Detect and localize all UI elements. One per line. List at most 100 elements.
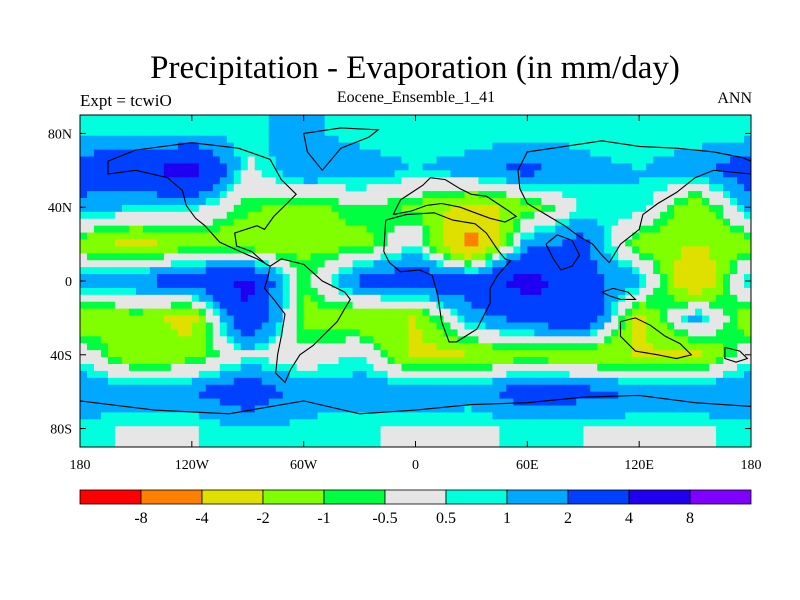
contour-cell	[681, 184, 689, 192]
contour-cell	[401, 322, 410, 331]
contour-cell	[233, 218, 242, 227]
colorbar-box	[506, 489, 569, 505]
contour-cell	[142, 232, 151, 241]
contour-cell	[716, 281, 724, 289]
contour-cell	[163, 232, 172, 241]
contour-cell	[324, 177, 333, 185]
contour-cell	[569, 336, 577, 344]
contour-cell	[534, 315, 542, 324]
contour-cell	[247, 274, 256, 282]
contour-cell	[275, 177, 284, 185]
contour-cell	[177, 121, 186, 130]
contour-cell	[506, 419, 514, 427]
contour-cell	[422, 156, 431, 165]
contour-cell	[744, 357, 751, 365]
contour-cell	[331, 329, 340, 337]
contour-cell	[457, 149, 466, 158]
contour-cell	[191, 218, 200, 227]
contour-cell	[142, 211, 151, 220]
contour-cell	[100, 163, 109, 171]
contour-cell	[86, 412, 95, 420]
contour-cell	[457, 204, 466, 213]
contour-cell	[450, 239, 459, 248]
contour-cell	[191, 343, 200, 351]
contour-cell	[205, 377, 214, 386]
contour-cell	[492, 308, 500, 317]
contour-cell	[492, 433, 500, 441]
contour-cell	[485, 128, 493, 137]
contour-cell	[548, 142, 556, 151]
contour-cell	[296, 177, 305, 185]
contour-cell	[555, 156, 563, 165]
contour-cell	[198, 398, 207, 407]
contour-cell	[597, 198, 605, 206]
contour-cell	[100, 384, 109, 393]
contour-cell	[394, 433, 403, 441]
contour-cell	[492, 121, 500, 130]
contour-cell	[408, 405, 417, 414]
contour-cell	[289, 239, 298, 248]
contour-cell	[80, 170, 88, 178]
contour-cell	[674, 191, 682, 199]
contour-cell	[555, 232, 563, 241]
contour-cell	[499, 405, 507, 414]
contour-cell	[212, 232, 221, 241]
contour-cell	[324, 350, 333, 358]
contour-cell	[737, 142, 745, 151]
contour-cell	[408, 357, 417, 365]
contour-cell	[506, 156, 514, 165]
contour-cell	[401, 301, 410, 310]
contour-cell	[156, 128, 165, 137]
colorbar-label: 8	[686, 510, 694, 527]
contour-cell	[233, 357, 242, 365]
contour-cell	[744, 336, 751, 344]
contour-cell	[471, 115, 480, 123]
contour-cell	[415, 232, 424, 241]
contour-cell	[604, 398, 612, 407]
contour-cell	[457, 370, 466, 379]
contour-cell	[492, 156, 500, 165]
contour-cell	[674, 274, 682, 282]
contour-cell	[254, 281, 263, 289]
contour-cell	[219, 156, 228, 165]
contour-cell	[128, 350, 137, 358]
contour-cell	[548, 350, 556, 358]
contour-cell	[331, 191, 340, 199]
contour-cell	[93, 315, 102, 324]
contour-cell	[590, 211, 598, 220]
contour-cell	[541, 177, 549, 185]
contour-cell	[114, 419, 123, 427]
contour-cell	[646, 121, 654, 130]
contour-cell	[737, 405, 745, 414]
contour-cell	[345, 218, 354, 227]
contour-cell	[380, 115, 389, 123]
contour-cell	[331, 398, 340, 407]
contour-cell	[317, 426, 326, 434]
contour-cell	[310, 121, 319, 130]
contour-cell	[667, 391, 675, 400]
contour-cell	[709, 384, 717, 393]
contour-cell	[107, 350, 116, 358]
contour-cell	[289, 440, 298, 447]
contour-cell	[457, 329, 466, 337]
contour-cell	[240, 239, 249, 248]
contour-cell	[555, 433, 563, 441]
contour-cell	[177, 412, 186, 420]
contour-cell	[212, 142, 221, 151]
contour-cell	[443, 184, 452, 192]
contour-cell	[744, 253, 751, 261]
contour-cell	[688, 198, 696, 206]
contour-cell	[282, 198, 291, 206]
contour-cell	[373, 281, 382, 289]
contour-cell	[121, 364, 130, 372]
contour-cell	[674, 156, 682, 165]
contour-cell	[114, 433, 123, 441]
contour-cell	[121, 218, 130, 227]
contour-cell	[296, 225, 305, 234]
contour-cell	[324, 260, 333, 268]
contour-cell	[457, 301, 466, 310]
contour-cell	[170, 322, 179, 331]
contour-cell	[534, 357, 542, 365]
contour-cell	[205, 412, 214, 420]
contour-cell	[233, 398, 242, 407]
